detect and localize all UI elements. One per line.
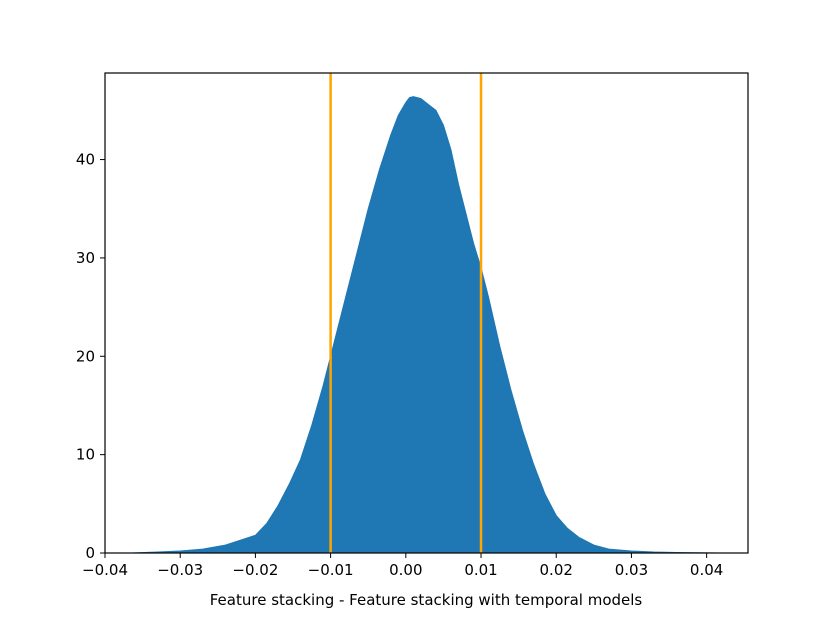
x-tick-label: −0.03	[157, 561, 203, 579]
y-tick-label: 30	[76, 249, 95, 267]
x-tick-label: −0.01	[308, 561, 354, 579]
axes: −0.04 −0.03 −0.02 −0.01 0.00 0.01 0.02 0.03 0.04…	[76, 72, 749, 579]
axes-frame	[104, 72, 749, 554]
x-tick-label: −0.02	[232, 561, 278, 579]
x-tick-label: 0.01	[464, 561, 497, 579]
x-tick-label: 0.04	[690, 561, 723, 579]
plot-area	[131, 73, 721, 554]
x-tick-label: 0.02	[540, 561, 573, 579]
y-tick-label: 0	[85, 544, 95, 562]
x-tick-label: −0.04	[82, 561, 128, 579]
y-tick-label: 40	[76, 151, 95, 169]
x-tick-label: 0.00	[389, 561, 422, 579]
y-tick-label: 20	[76, 347, 95, 365]
y-tick-label: 10	[76, 446, 95, 464]
x-axis-label: Feature stacking - Feature stacking with…	[210, 591, 643, 609]
density-area-series-0	[131, 96, 721, 554]
x-tick-label: 0.03	[615, 561, 648, 579]
